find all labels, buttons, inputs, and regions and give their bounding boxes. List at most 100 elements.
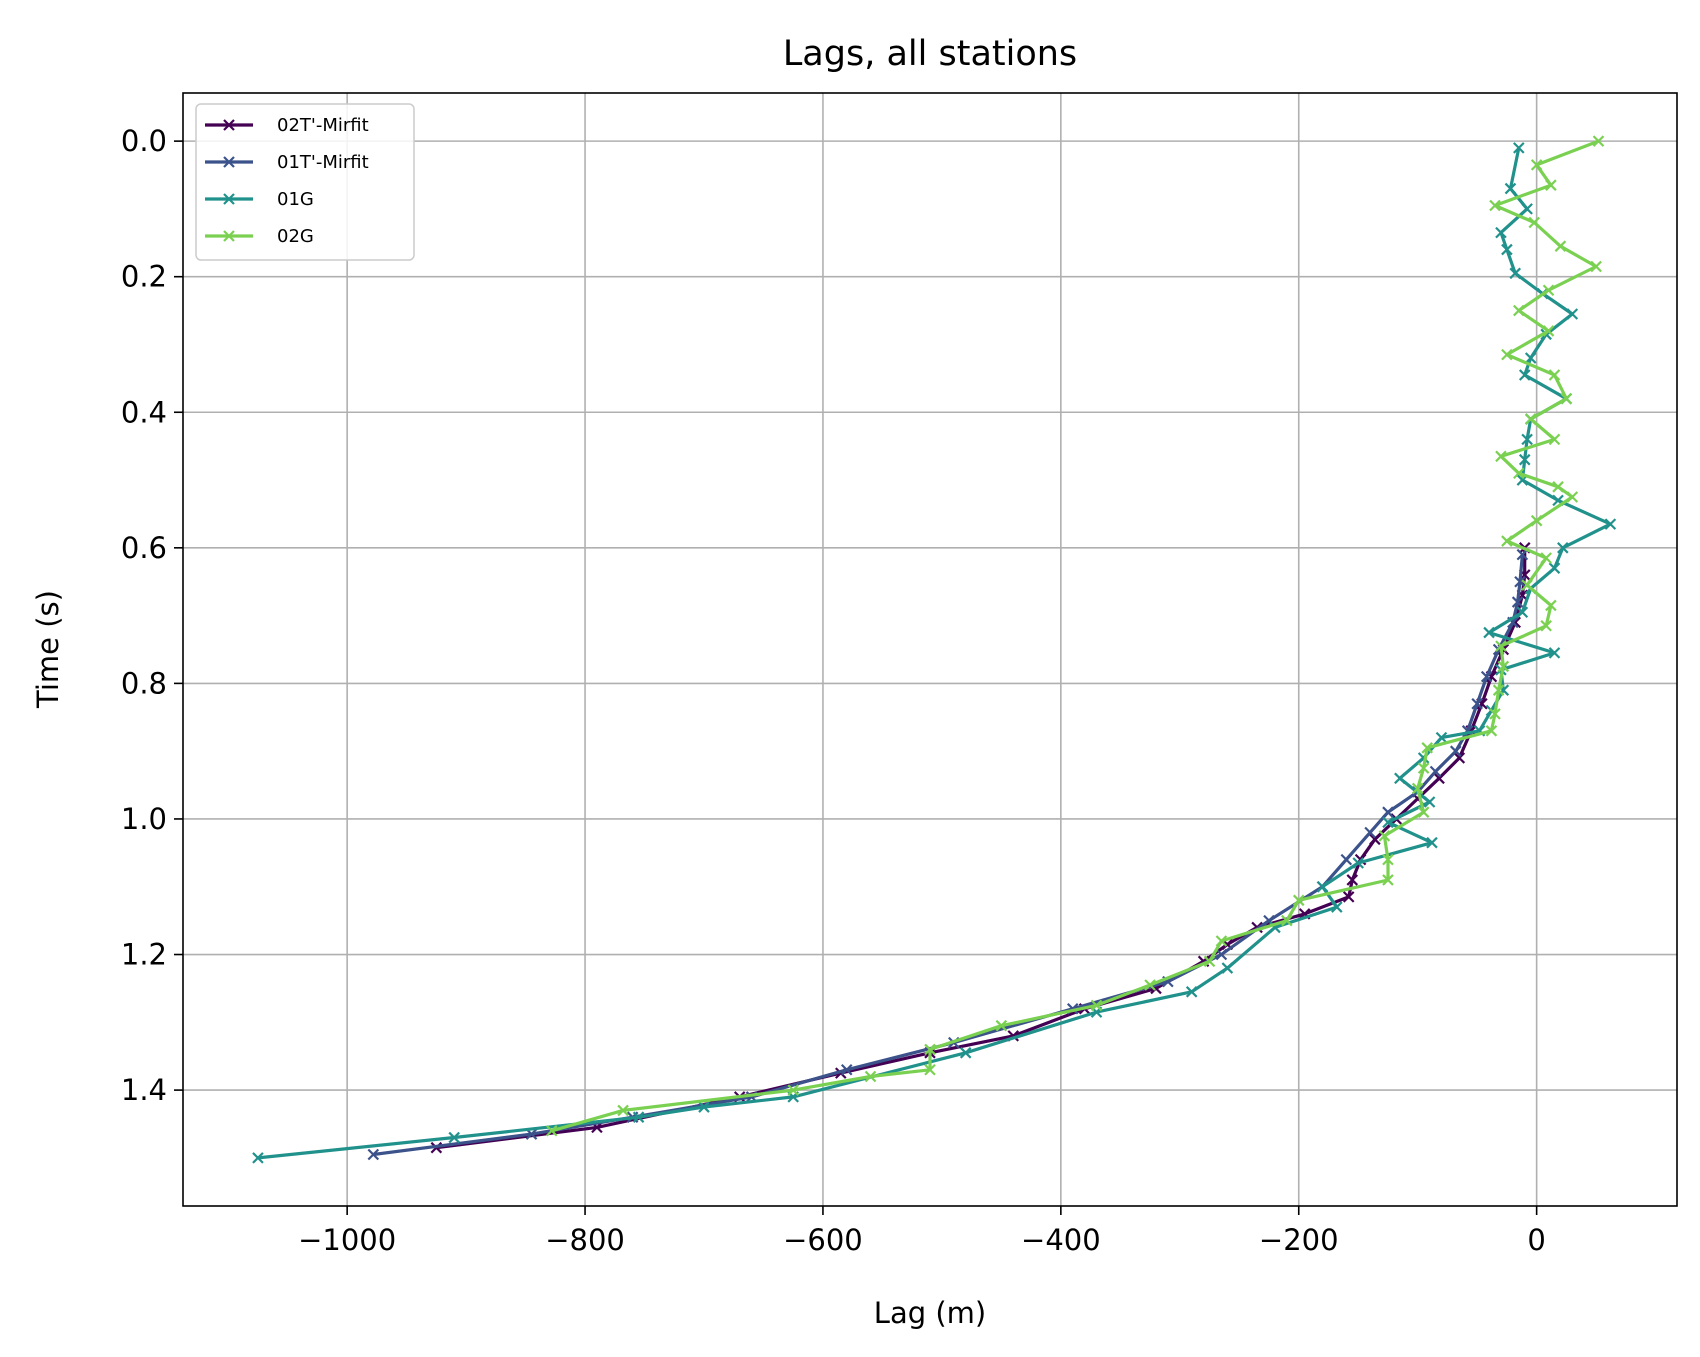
- data-point: [1516, 548, 1529, 561]
- legend-item: 01G: [205, 189, 314, 210]
- y-tick-label: 1.4: [121, 1073, 167, 1107]
- data-point: [1489, 199, 1501, 212]
- data-point: [1554, 240, 1567, 252]
- series-3: [545, 135, 1605, 1137]
- data-point: [924, 1063, 936, 1076]
- data-point: [1513, 467, 1525, 480]
- data-point: [864, 1070, 877, 1083]
- grid: [183, 93, 1677, 1206]
- data-point: [1316, 880, 1329, 893]
- data-point: [1566, 491, 1579, 503]
- legend-label: 02T'-Mirfit: [277, 115, 369, 136]
- legend-marker: [223, 156, 235, 168]
- data-point: [1411, 782, 1424, 795]
- y-tick-label: 1.2: [121, 938, 167, 972]
- data-point: [1530, 159, 1543, 171]
- data-point: [1382, 874, 1394, 886]
- data-point: [1548, 562, 1561, 574]
- data-point: [787, 1084, 799, 1096]
- data-point: [1382, 806, 1394, 818]
- data-point: [1352, 857, 1364, 869]
- legend-item: 01T'-Mirfit: [205, 152, 369, 173]
- data-point: [1509, 267, 1522, 280]
- x-axis-label: Lag (m): [874, 1296, 986, 1330]
- data-point: [1501, 348, 1513, 361]
- data-point: [1421, 742, 1433, 754]
- data-point: [1346, 874, 1359, 886]
- data-point: [1540, 619, 1552, 632]
- y-tick-label: 1.0: [121, 802, 167, 836]
- ticks: −1000 −800 −600 −400 −200 0 0.0 0.2 0.4 0.6 0.8 1.0…: [121, 124, 1546, 1257]
- legend-marker: [223, 230, 235, 242]
- data-point: [1426, 836, 1438, 849]
- data-point: [367, 1148, 380, 1161]
- data-point: [1504, 182, 1517, 195]
- data-point: [924, 1043, 936, 1056]
- data-point: [1417, 762, 1430, 774]
- data-point: [1528, 216, 1541, 229]
- legend-label: 02G: [277, 226, 314, 247]
- data-point: [1566, 308, 1579, 320]
- chart-title: Lags, all stations: [783, 34, 1077, 74]
- data-point: [1292, 894, 1305, 907]
- x-tick-label: −800: [545, 1223, 625, 1257]
- data-point: [1382, 853, 1394, 866]
- data-point: [1281, 914, 1293, 927]
- data-point: [698, 1101, 710, 1113]
- data-point: [1394, 772, 1406, 785]
- data-point: [1185, 986, 1198, 998]
- data-point: [995, 1019, 1008, 1032]
- data-point: [1545, 179, 1557, 191]
- legend-marker: [223, 193, 235, 205]
- plot-area: [183, 93, 1677, 1206]
- y-tick-label: 0.6: [121, 531, 167, 565]
- data-point: [1545, 599, 1557, 612]
- data-point: [1514, 575, 1526, 588]
- data-point: [1604, 518, 1617, 530]
- data-point: [1471, 697, 1483, 710]
- data-point: [252, 1152, 264, 1164]
- legend-label: 01G: [277, 189, 314, 210]
- data-point: [1090, 999, 1103, 1012]
- data-point: [1524, 352, 1537, 364]
- data-point: [959, 1047, 972, 1059]
- axes-frame: [182, 92, 1678, 1207]
- data-point: [632, 1111, 645, 1123]
- x-tick-label: 0: [1527, 1223, 1545, 1257]
- data-point: [1542, 325, 1555, 337]
- data-point: [1215, 935, 1228, 947]
- data-point: [1552, 481, 1564, 493]
- data-point: [545, 1124, 558, 1137]
- data-point: [1435, 731, 1448, 744]
- data-point: [1521, 433, 1533, 446]
- data-point: [1483, 626, 1495, 639]
- data-point: [1516, 606, 1529, 618]
- data-point: [1378, 830, 1391, 842]
- data-point: [1495, 640, 1507, 652]
- data-point: [1513, 142, 1525, 154]
- y-axis-label: Time (s): [31, 590, 65, 709]
- data-point: [1331, 901, 1343, 913]
- y-tick-label: 0.0: [121, 124, 167, 158]
- x-tick-label: −600: [783, 1223, 863, 1257]
- series-2: [252, 142, 1617, 1164]
- data-point: [1518, 369, 1531, 381]
- data-point: [1560, 392, 1573, 405]
- data-point: [448, 1131, 460, 1144]
- data-point: [1497, 660, 1510, 673]
- data-point: [1548, 433, 1561, 446]
- data-point: [840, 1063, 853, 1076]
- data-point: [1429, 765, 1442, 778]
- data-point: [1364, 826, 1376, 839]
- legend-item: 02G: [205, 226, 314, 247]
- data-point: [1342, 891, 1355, 903]
- data-point: [1489, 708, 1501, 720]
- y-tick-label: 0.4: [121, 395, 167, 429]
- legend: 02T'-Mirfit 01T'-Mirfit 01G 02G: [195, 103, 415, 261]
- data-point: [1530, 514, 1543, 527]
- data-point: [1495, 226, 1507, 239]
- x-tick-label: −1000: [298, 1223, 396, 1257]
- data-point: [617, 1104, 629, 1117]
- data-point: [1417, 806, 1430, 818]
- data-point: [1495, 450, 1507, 463]
